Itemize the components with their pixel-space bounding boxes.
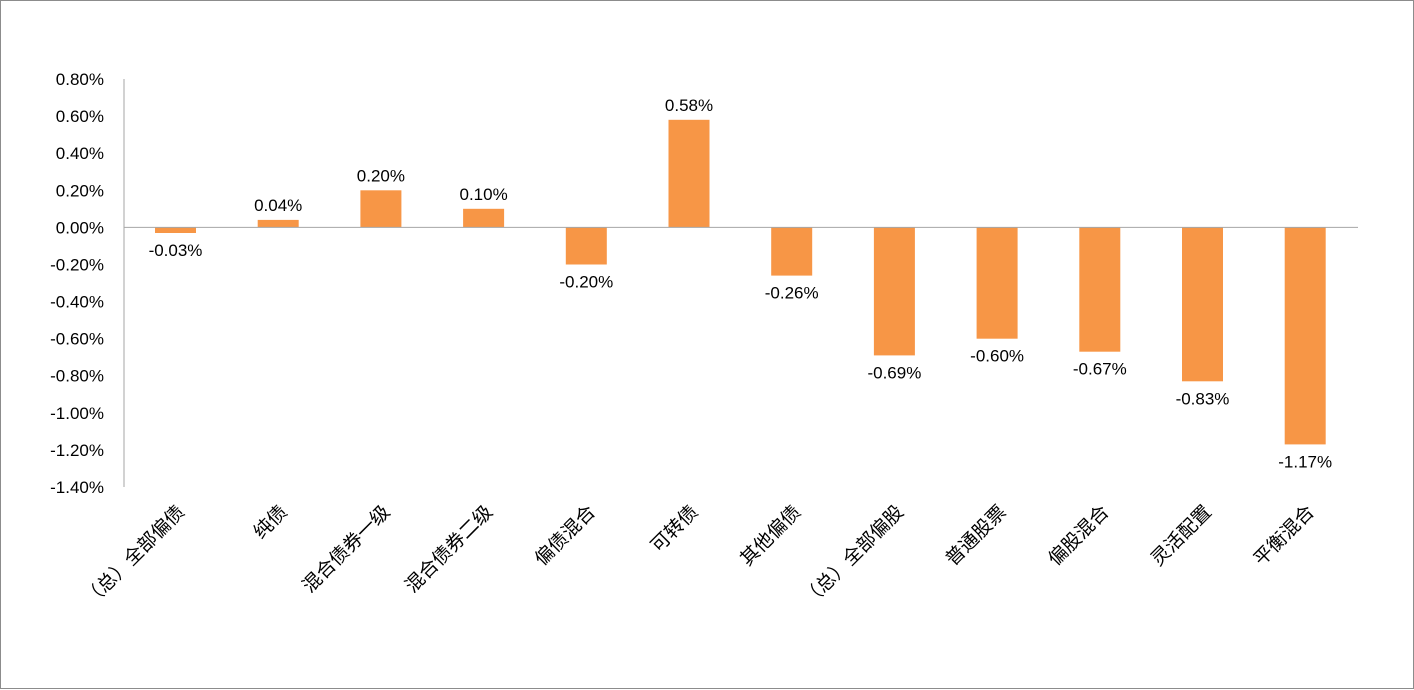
bar [360,190,402,228]
bar [1079,227,1121,352]
bar [976,227,1018,339]
y-tick-label: 0.20% [56,181,104,200]
y-tick-label: -1.00% [50,404,104,423]
bar [771,227,813,276]
bar [155,227,196,233]
category-label: 灵活配置 [1147,501,1216,570]
data-label: -0.20% [559,273,613,292]
y-tick-label: -0.80% [50,367,104,386]
bar [1284,227,1326,445]
y-tick-label: -1.20% [50,441,104,460]
data-label: -0.60% [970,347,1024,366]
y-tick-label: -1.40% [50,478,104,497]
data-label: -1.17% [1278,452,1332,471]
bar [1182,227,1223,382]
bar [463,208,505,228]
category-label: 普通股票 [941,501,1010,570]
data-label: 0.04% [254,196,302,215]
data-label: -0.67% [1073,360,1127,379]
category-label: 混合债券二级 [401,501,497,597]
category-label: 纯债 [249,501,291,543]
y-tick-label: 0.00% [56,218,104,237]
category-label: （总）全部偏债 [79,501,189,611]
data-label: 0.58% [665,96,713,115]
data-label: 0.10% [459,185,507,204]
y-axis-ticks: 0.80% 0.60% 0.40% 0.20% 0.00% -0.20% -0.40% -0.… [50,70,104,497]
y-tick-label: -0.20% [50,255,104,274]
bar [668,119,710,228]
y-tick-label: 0.40% [56,144,104,163]
bars [155,119,1326,445]
category-label: 平衡混合 [1249,501,1318,570]
category-label: 可转债 [647,501,703,557]
bar [565,227,607,265]
category-label: 其他偏债 [736,501,805,570]
y-tick-label: -0.60% [50,330,104,349]
category-labels: （总）全部偏债 纯债 混合债券一级 混合债券二级 偏债混合 可转债 其他偏债（总）全部偏股普… [79,501,1318,611]
category-label: 偏债混合 [531,501,600,570]
y-tick-label: -0.40% [50,293,104,312]
y-tick-label: 0.60% [56,107,104,126]
category-label: 偏股混合 [1044,501,1113,570]
bar [257,219,299,228]
data-label: 0.20% [357,166,405,185]
data-label: -0.03% [149,241,203,260]
bar [873,227,915,356]
category-label: 混合债券一级 [298,501,394,597]
data-label: -0.69% [867,363,921,382]
category-label: （总）全部偏股 [798,501,908,611]
data-labels: -0.03% 0.04% 0.20% 0.10% -0.20% 0.58% -0.26% -0… [149,96,1333,471]
y-tick-label: 0.80% [56,70,104,89]
data-label: -0.26% [765,284,819,303]
data-label: -0.83% [1176,389,1230,408]
